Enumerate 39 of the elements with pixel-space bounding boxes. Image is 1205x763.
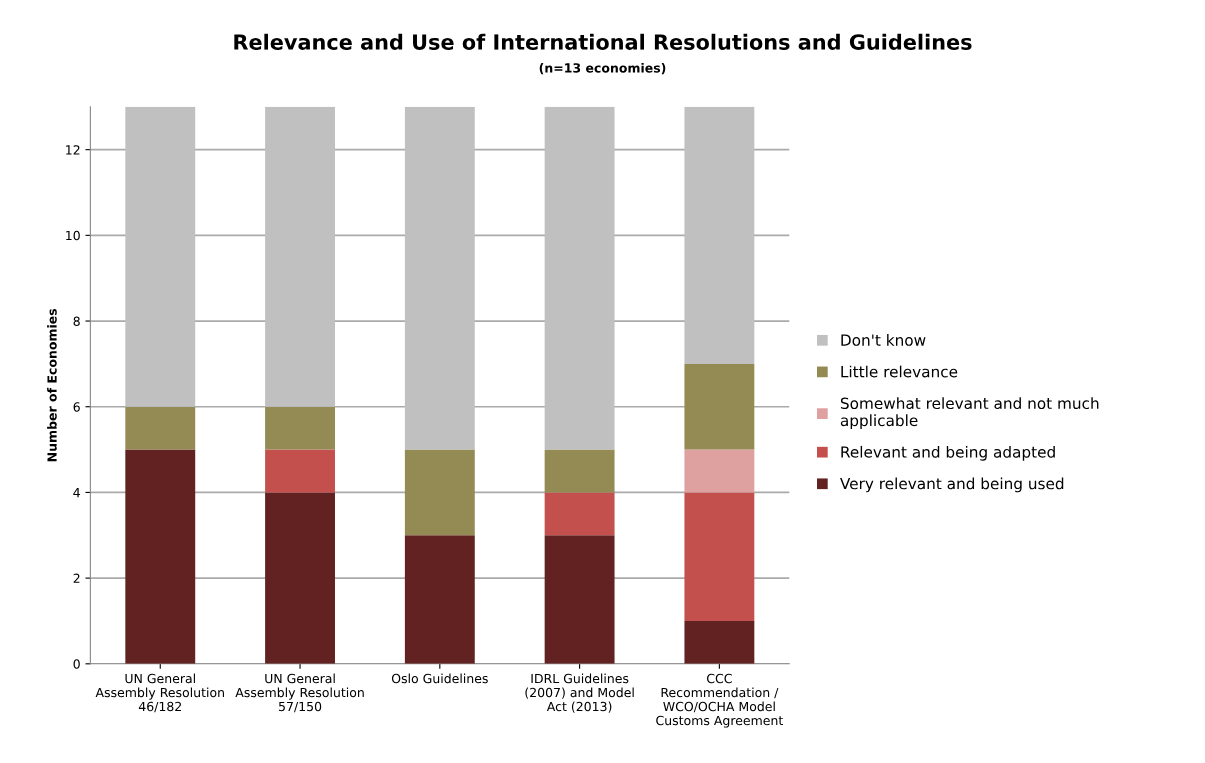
bar [404, 535, 475, 664]
bar [684, 363, 755, 450]
bar [125, 449, 196, 664]
legend-label: Relevant and being adapted [841, 445, 1055, 461]
y-tick-label: 10 [66, 230, 80, 241]
y-tick-label: 12 [66, 145, 80, 155]
legend-label: Very relevant and being used [840, 477, 1064, 493]
bar [544, 535, 615, 664]
y-tick-label: 8 [73, 316, 80, 326]
chart-subtitle: (n=13 economies) [539, 62, 666, 75]
x-tick-label: UN General Assembly Resolution 57/150 [235, 673, 364, 713]
bar [544, 449, 615, 493]
y-tick-label: 4 [73, 488, 80, 498]
bar [684, 106, 755, 364]
bar [684, 492, 755, 621]
legend-label: Somewhat relevant and not much applicable [840, 397, 1099, 430]
bar [265, 406, 335, 450]
bar [265, 449, 335, 493]
y-axis-title: Number of Economies [47, 308, 57, 462]
bar [404, 106, 475, 450]
y-tick-label: 6 [73, 402, 80, 412]
x-tick-label: UN General Assembly Resolution 46/182 [95, 673, 224, 713]
bar [544, 106, 615, 450]
bar [265, 492, 335, 664]
legend-label: Don't know [841, 334, 926, 346]
bar [684, 449, 755, 493]
x-tick-label: IDRL Guidelines (2007) and Model Act (2013) [525, 673, 634, 713]
y-tick-label: 2 [73, 573, 80, 583]
bar [265, 106, 335, 407]
x-tick-label: CCC Recommendation / WCO/OCHA Model Customs Agreement [656, 673, 783, 728]
bar [125, 106, 196, 407]
chart-title: Relevance and Use of International Resolutions and Guidelines [234, 33, 972, 50]
bar [404, 449, 475, 536]
bar [125, 406, 196, 450]
bar [684, 620, 755, 664]
y-tick-label: 0 [73, 659, 80, 669]
x-tick-label: Oslo Guidelines [391, 673, 488, 684]
bar [544, 492, 615, 536]
legend-label: Little relevance [841, 365, 958, 378]
